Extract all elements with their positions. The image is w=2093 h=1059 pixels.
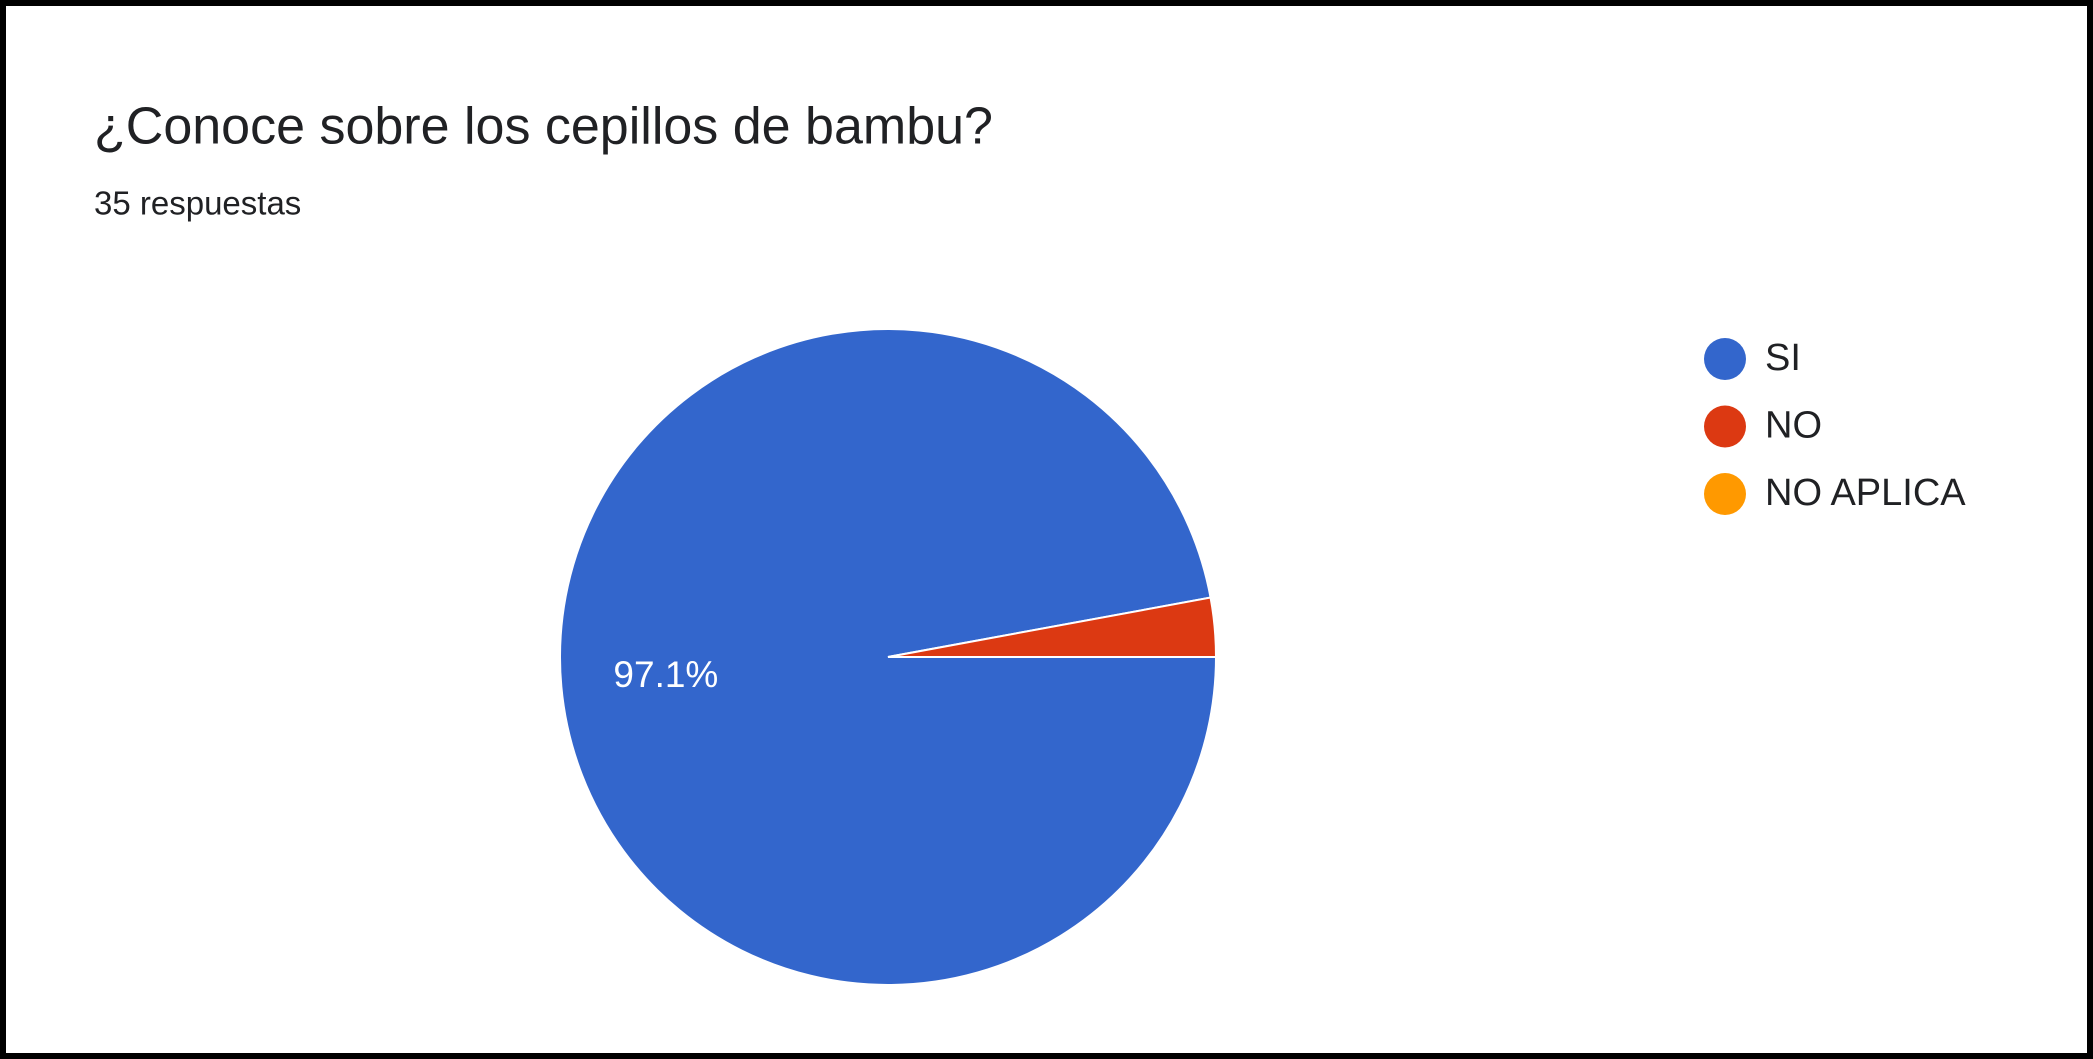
chart-title: ¿Conoce sobre los cepillos de bambu? <box>94 98 993 156</box>
legend-marker <box>1704 405 1746 448</box>
legend-marker <box>1704 473 1746 515</box>
chart-subtitle: 35 respuestas <box>94 185 301 222</box>
legend-label: SI <box>1765 337 1801 379</box>
legend-marker <box>1704 338 1746 380</box>
legend-label: NO APLICA <box>1765 472 1966 514</box>
legend-label: NO <box>1765 405 1822 447</box>
data-label: 97.1% <box>613 654 718 695</box>
